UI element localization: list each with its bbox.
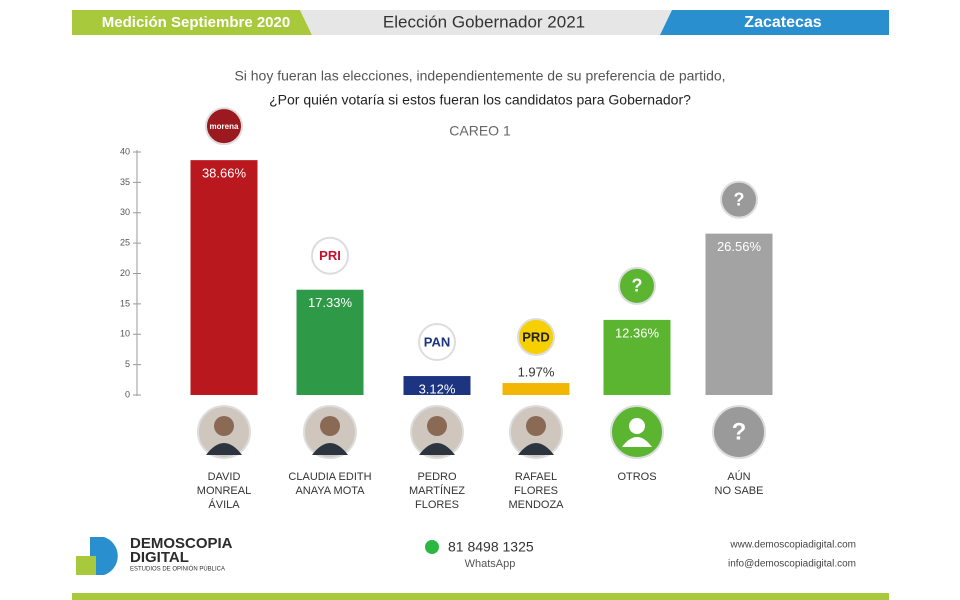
- header-right: Zacatecas: [744, 14, 821, 31]
- category-label: AÚN NO SABE: [714, 471, 764, 497]
- brand: DIGITAL: [130, 549, 189, 566]
- logo-shape: [90, 537, 118, 575]
- y-tick-label: 25: [120, 238, 130, 248]
- bar: [705, 233, 773, 395]
- photo-head: [526, 416, 546, 436]
- bar: [296, 289, 364, 395]
- category-label: DAVID MONREAL ÁVILA: [196, 471, 252, 511]
- value-label: 17.33%: [308, 295, 353, 310]
- header-left: Medición Septiembre 2020: [102, 14, 290, 31]
- whatsapp-icon: [425, 540, 439, 554]
- photo-body: [312, 443, 348, 455]
- y-tick-label: 30: [120, 207, 130, 217]
- party-logo: [311, 236, 349, 275]
- careo-label: CAREO 1: [449, 123, 511, 139]
- email: info@demoscopiadigital.com: [728, 559, 856, 570]
- party-logo-text: ?: [734, 189, 745, 209]
- party-logo-text: ?: [632, 276, 643, 296]
- bar: [190, 160, 258, 395]
- footer-bar: [72, 593, 889, 600]
- photo-body: [518, 443, 554, 455]
- value-label: 26.56%: [717, 239, 762, 254]
- photo-head: [427, 416, 447, 436]
- header-center-bg: [300, 10, 672, 35]
- party-logo: [205, 107, 243, 146]
- brand: DEMOSCOPIA: [130, 535, 233, 552]
- party-logo-text: morena: [210, 122, 239, 131]
- bar: [603, 319, 671, 395]
- phone: 81 8498 1325: [448, 539, 534, 555]
- y-tick-label: 35: [120, 177, 130, 187]
- category-label: OTROS: [617, 471, 657, 483]
- header-left-bg: [72, 10, 312, 35]
- header-right-bg: [660, 10, 889, 35]
- subtitle: Si hoy fueran las elecciones, independie…: [234, 68, 725, 84]
- photo-body: [622, 437, 652, 447]
- title: ¿Por quién votaría si estos fueran los c…: [269, 92, 691, 108]
- photo-head: [320, 416, 340, 436]
- category-label: CLAUDIA EDITH ANAYA MOTA: [288, 471, 372, 497]
- party-logo-text: PRD: [522, 329, 549, 344]
- party-logo-text: PRI: [319, 248, 341, 263]
- party-logo: [517, 318, 555, 357]
- candidate-photo: [712, 405, 766, 459]
- logo-shape: [76, 556, 96, 575]
- phone-label: WhatsApp: [465, 558, 516, 570]
- y-tick-label: 20: [120, 268, 130, 278]
- category-label: PEDRO MARTÍNEZ FLORES: [408, 471, 466, 511]
- value-label: 3.12%: [419, 381, 456, 396]
- photo-head: [214, 416, 234, 436]
- y-tick-label: 40: [120, 146, 130, 156]
- photo-mark: ?: [732, 418, 747, 445]
- party-logo: [720, 180, 758, 219]
- category-label: RAFAEL FLORES MENDOZA: [508, 471, 564, 511]
- party-logo: [618, 266, 656, 305]
- y-tick-label: 0: [125, 389, 130, 399]
- web: www.demoscopiadigital.com: [729, 540, 856, 551]
- photo-head: [629, 418, 645, 434]
- photo-body: [419, 443, 455, 455]
- photo-body: [206, 443, 242, 455]
- value-label: 12.36%: [615, 325, 660, 340]
- value-label: 38.66%: [202, 166, 247, 181]
- bar: [403, 376, 471, 395]
- value-label: 1.97%: [518, 364, 555, 379]
- y-tick-label: 15: [120, 298, 130, 308]
- y-tick-label: 10: [120, 329, 130, 339]
- header-center: Elección Gobernador 2021: [383, 12, 585, 31]
- y-tick-label: 5: [125, 359, 130, 369]
- bar: [502, 383, 570, 395]
- party-logo-text: PAN: [424, 334, 450, 349]
- party-logo: [418, 323, 456, 362]
- tagline: ESTUDIOS DE OPINIÓN PÚBLICA: [130, 566, 225, 573]
